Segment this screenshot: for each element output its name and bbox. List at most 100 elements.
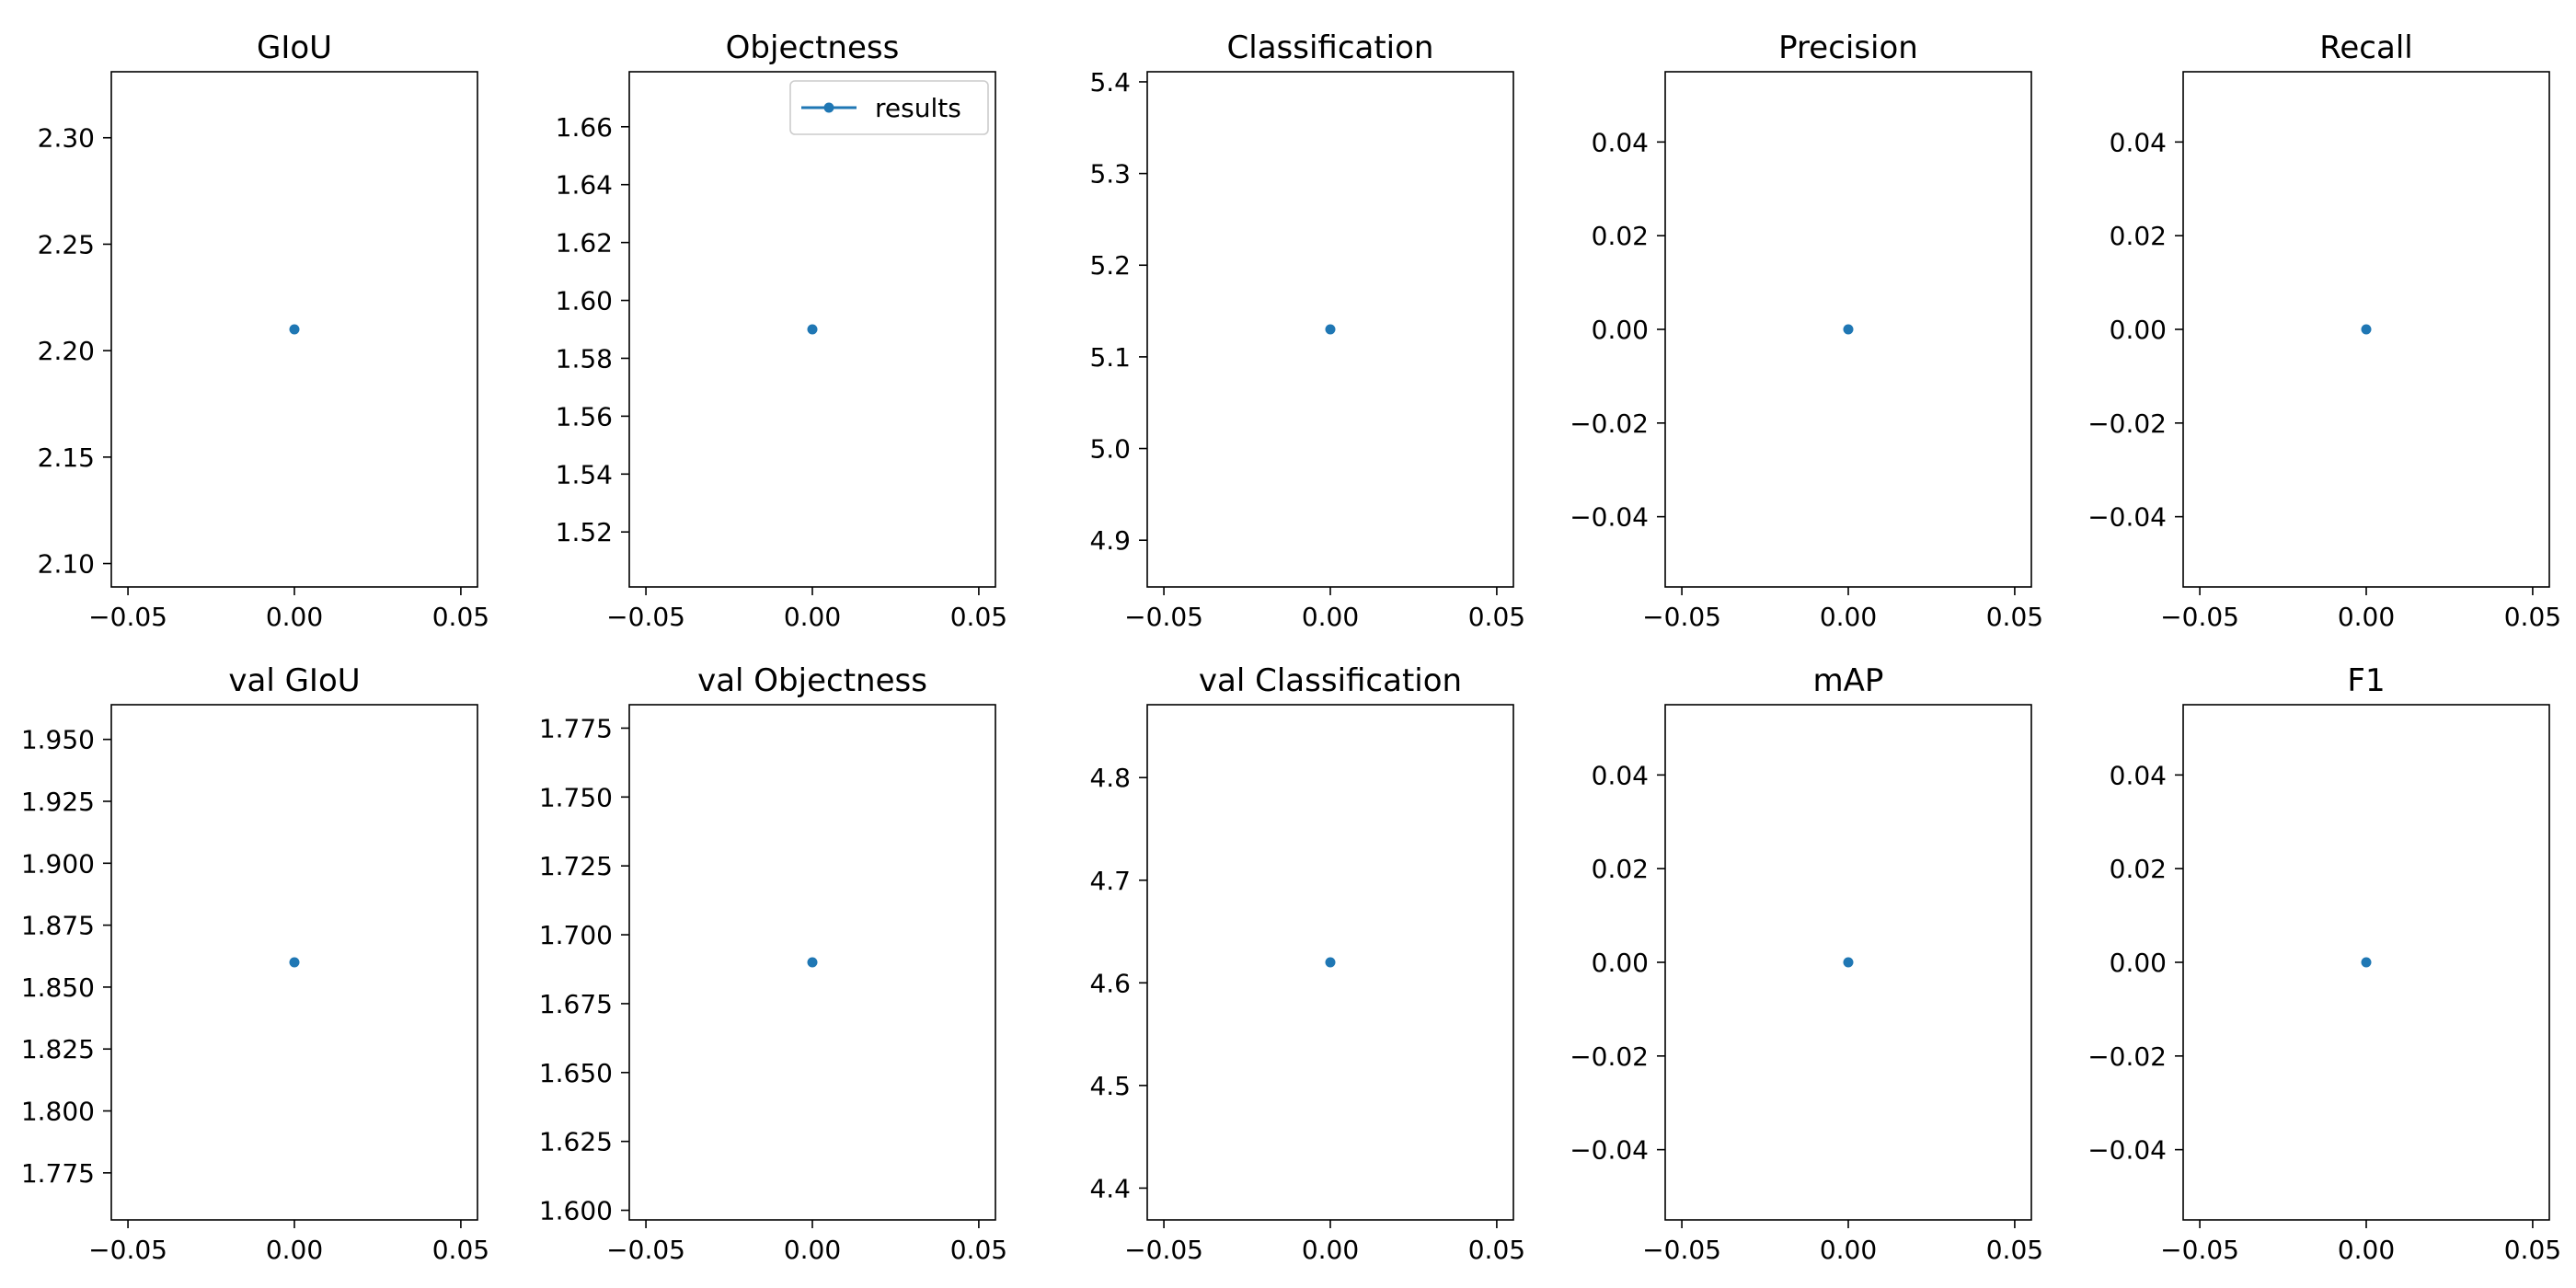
panel-f1-y-tick-label: 0.00: [2110, 948, 2167, 978]
panel-objectness-x-tick-label: 0.05: [950, 602, 1007, 632]
panel-val-classification-x-tick-label: 0.05: [1468, 1235, 1525, 1265]
panel-classification-y-tick-label: 5.0: [1089, 434, 1131, 465]
panel-f1-x-tick-label: −0.05: [2160, 1235, 2239, 1265]
panel-recall-y-tick-label: 0.00: [2110, 315, 2167, 345]
panel-f1-y-tick-label: 0.04: [2110, 760, 2167, 790]
panel-classification-x-tick-label: 0.00: [1302, 602, 1359, 632]
panel-f1-data-point: [2361, 957, 2372, 968]
panel-precision-y-tick-label: −0.02: [1570, 408, 1649, 439]
panel-classification-y-tick-label: 4.9: [1089, 525, 1131, 556]
panel-precision-title: Precision: [1778, 29, 1918, 66]
panel-classification-x-tick-label: −0.05: [1124, 602, 1203, 632]
panel-giou-y-tick-label: 2.25: [38, 229, 95, 259]
panel-classification-x-tick-label: 0.05: [1468, 602, 1525, 632]
panel-giou-x-tick-label: −0.05: [88, 602, 167, 632]
panel-recall-y-tick-label: 0.02: [2110, 221, 2167, 251]
panel-classification: Classification −0.05 0.00 0.05 4.9 5.0 5.1 5.2 5…: [1089, 29, 1525, 632]
panel-precision-x-tick-label: −0.05: [1642, 602, 1721, 632]
panel-recall-data-point: [2361, 324, 2372, 335]
panel-giou-y-tick-label: 2.30: [38, 123, 95, 154]
panel-val-giou-x-tick-label: 0.00: [266, 1235, 323, 1265]
panel-val-giou-y-tick-label: 1.850: [21, 972, 95, 1003]
panel-objectness-title: Objectness: [726, 29, 900, 66]
panel-f1-y-tick-label: −0.02: [2087, 1041, 2167, 1072]
panel-val-giou-y-tick-label: 1.900: [21, 848, 95, 879]
panel-f1-x-tick-label: 0.05: [2504, 1235, 2561, 1265]
panel-recall-x-tick-label: 0.00: [2338, 602, 2395, 632]
panel-objectness-y-tick-label: 1.64: [556, 170, 613, 201]
panel-f1-x-tick-label: 0.00: [2338, 1235, 2395, 1265]
panel-classification-y-tick-label: 5.1: [1089, 342, 1131, 373]
panel-map-x-tick-label: −0.05: [1642, 1235, 1721, 1265]
panel-precision-y-tick-label: 0.02: [1592, 221, 1649, 251]
panel-val-giou: val GIoU −0.05 0.00 0.05 1.775 1.800 1.825 1.85…: [21, 662, 489, 1265]
panel-map-y-tick-label: 0.02: [1592, 854, 1649, 884]
panel-giou-y-tick-label: 2.15: [38, 443, 95, 473]
panel-precision-y-tick-label: −0.04: [1570, 502, 1649, 533]
panel-map-title: mAP: [1813, 662, 1884, 699]
panel-map-y-tick-label: 0.00: [1592, 948, 1649, 978]
panel-objectness-y-tick-label: 1.62: [556, 228, 613, 259]
panel-precision: Precision −0.05 0.00 0.05 −0.04 −0.02 0.00 0.02…: [1570, 29, 2043, 632]
panel-giou-data-point: [289, 324, 300, 335]
panel-objectness-y-tick-label: 1.58: [556, 343, 613, 374]
panel-val-classification-y-tick-label: 4.6: [1089, 968, 1131, 998]
panel-val-classification-y-tick-label: 4.5: [1089, 1071, 1131, 1101]
panel-classification-title: Classification: [1227, 29, 1434, 66]
panel-objectness-x-tick-label: −0.05: [606, 602, 685, 632]
panel-objectness-legend: results: [789, 80, 989, 135]
panel-precision-y-tick-label: 0.00: [1592, 315, 1649, 345]
panel-objectness-y-tick-label: 1.66: [556, 112, 613, 143]
panel-precision-x-tick-label: 0.05: [1986, 602, 2043, 632]
panel-val-giou-y-tick-label: 1.775: [21, 1158, 95, 1189]
panel-f1-title: F1: [2347, 662, 2385, 699]
panel-val-objectness-y-tick-label: 1.775: [539, 713, 613, 743]
panel-val-giou-y-tick-label: 1.875: [21, 911, 95, 941]
panel-val-classification-title: val Classification: [1199, 662, 1462, 699]
panel-recall-x-tick-label: −0.05: [2160, 602, 2239, 632]
panel-giou: GIoU −0.05 0.00 0.05 2.10 2.15 2.20 2.25 2.30: [38, 29, 489, 632]
panel-objectness: Objectness −0.05 0.00 0.05 1.52 1.54 1.56 1.58 1…: [556, 29, 1007, 632]
panel-classification-y-tick-label: 5.2: [1089, 250, 1131, 281]
legend-label: results: [875, 93, 961, 123]
panel-recall-y-tick-label: 0.04: [2110, 127, 2167, 157]
panel-val-objectness-y-tick-label: 1.675: [539, 989, 613, 1019]
panel-giou-y-tick-label: 2.20: [38, 336, 95, 366]
panel-val-giou-y-tick-label: 1.950: [21, 725, 95, 755]
panel-val-objectness-y-tick-label: 1.725: [539, 851, 613, 881]
panel-val-classification-y-tick-label: 4.7: [1089, 866, 1131, 896]
panel-map-data-point: [1843, 957, 1854, 968]
panel-val-objectness-y-tick-label: 1.600: [539, 1196, 613, 1226]
panel-precision-data-point: [1843, 324, 1854, 335]
panel-val-giou-y-tick-label: 1.925: [21, 787, 95, 817]
panel-recall-x-tick-label: 0.05: [2504, 602, 2561, 632]
panel-map-y-tick-label: −0.02: [1570, 1041, 1649, 1072]
panel-val-objectness-y-tick-label: 1.625: [539, 1127, 613, 1157]
panel-val-objectness-y-tick-label: 1.750: [539, 782, 613, 812]
panel-val-classification-data-point: [1325, 957, 1336, 968]
panel-map-y-tick-label: −0.04: [1570, 1135, 1649, 1166]
panel-val-classification: val Classification −0.05 0.00 0.05 4.4 4.5 4.6…: [1089, 662, 1525, 1265]
panel-f1: F1 −0.05 0.00 0.05 −0.04 −0.02 0.00 0.02 0.04: [2087, 662, 2561, 1265]
panel-f1-y-tick-label: −0.04: [2087, 1135, 2167, 1166]
panel-map-x-tick-label: 0.00: [1820, 1235, 1877, 1265]
panel-objectness-x-tick-label: 0.00: [784, 602, 841, 632]
panel-precision-x-tick-label: 0.00: [1820, 602, 1877, 632]
panel-classification-data-point: [1325, 324, 1336, 335]
panel-val-classification-y-tick-label: 4.8: [1089, 763, 1131, 793]
panel-val-objectness-y-tick-label: 1.650: [539, 1058, 613, 1088]
panel-giou-x-tick-label: 0.05: [432, 602, 489, 632]
legend-box: [789, 80, 989, 135]
panel-f1-y-tick-label: 0.02: [2110, 854, 2167, 884]
panel-val-giou-data-point: [289, 957, 300, 968]
panel-map-y-tick-label: 0.04: [1592, 760, 1649, 790]
panel-val-giou-title: val GIoU: [228, 662, 360, 699]
panel-precision-y-tick-label: 0.04: [1592, 127, 1649, 157]
panel-val-classification-y-tick-label: 4.4: [1089, 1173, 1131, 1203]
panel-objectness-data-point: [807, 324, 818, 335]
panel-objectness-y-tick-label: 1.56: [556, 401, 613, 431]
panel-val-objectness-x-tick-label: −0.05: [606, 1235, 685, 1265]
panel-val-classification-x-tick-label: −0.05: [1124, 1235, 1203, 1265]
panel-giou-y-tick-label: 2.10: [38, 549, 95, 580]
